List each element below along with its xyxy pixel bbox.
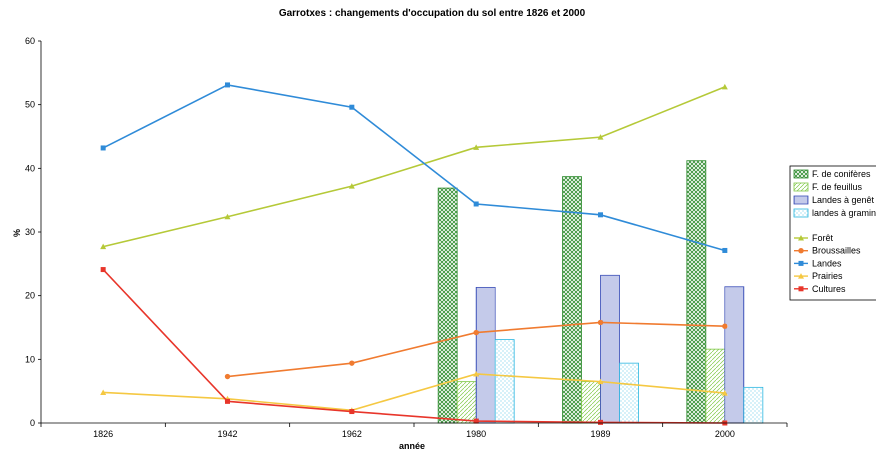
bar-f-de-feuillus-1980 (456, 381, 477, 424)
bar-layer (437, 160, 764, 424)
legend-label: Forêt (812, 233, 834, 243)
legend-label: F. de conifères (812, 169, 871, 179)
point-for-t-2000 (721, 83, 728, 90)
point-broussailles-1980 (473, 329, 479, 336)
point-prairies-2000 (721, 390, 728, 396)
bar-f-de-conif-res-1980 (437, 187, 458, 424)
point-broussailles-1942 (224, 373, 231, 380)
point-for-t-1989 (597, 134, 604, 140)
legend-label: F. de feuillus (812, 182, 863, 192)
point-landes-1826 (100, 145, 106, 151)
legend-marker (798, 235, 804, 241)
point-cultures-1962 (349, 409, 355, 415)
bar-landes-gen-t-1989 (600, 274, 620, 424)
point-landes-1980 (473, 201, 479, 207)
point-broussailles-2000 (722, 323, 728, 329)
point-for-t-1826 (100, 243, 107, 250)
point-landes-2000 (722, 247, 728, 253)
point-cultures-1942 (225, 398, 230, 404)
legend-label: Broussailles (812, 246, 861, 256)
legend-swatch-vertical (793, 195, 809, 205)
legend-swatch-dots (793, 208, 809, 218)
point-cultures-1989 (598, 419, 603, 425)
bar-landes-gen-t-2000 (724, 286, 745, 424)
bar-landes-gramin-es-1980 (494, 339, 515, 424)
point-broussailles-1962 (349, 360, 355, 366)
y-tick-label-0: 0 (30, 418, 35, 428)
y-axis-label: % (12, 229, 22, 237)
legend-label: Cultures (812, 284, 846, 294)
x-tick-label-1962: 1962 (342, 429, 362, 439)
y-tick-label-40: 40 (25, 163, 35, 173)
legend-marker (798, 286, 804, 292)
point-prairies-1989 (597, 378, 604, 385)
axes: 0 10 20 30 40 50 60 1826 1942 1962 1980 1989 2000 (25, 36, 788, 439)
point-cultures-1980 (473, 418, 479, 424)
point-for-t-1942 (224, 213, 231, 220)
y-tick-label-10: 10 (25, 354, 35, 364)
x-tick-label-1942: 1942 (217, 429, 237, 439)
line-landes (102, 84, 726, 252)
y-tick-label-20: 20 (25, 291, 35, 301)
line-cultures (102, 269, 725, 424)
bar-f-de-conif-res-2000 (686, 160, 707, 424)
legend-marker (798, 273, 804, 279)
legend-swatch-diagonal (793, 182, 809, 192)
x-tick-label-1989: 1989 (590, 429, 610, 439)
bar-f-de-feuillus-2000 (705, 348, 726, 424)
legend-label: Landes à genêt (812, 195, 875, 205)
point-broussailles-1989 (597, 319, 604, 326)
x-tick-label-1980: 1980 (466, 429, 486, 439)
point-landes-1962 (349, 104, 355, 110)
bar-f-de-feuillus-1989 (581, 381, 601, 424)
point-landes-1989 (598, 212, 603, 218)
point-prairies-1826 (100, 389, 107, 395)
bar-landes-gramin-es-2000 (743, 386, 764, 424)
legend-label: landes à graminées (812, 208, 876, 218)
x-tick-label-2000: 2000 (715, 429, 735, 439)
legend-marker (798, 260, 804, 266)
bar-landes-gramin-es-1989 (619, 362, 639, 424)
legend-swatch-crosshatch (793, 169, 809, 179)
legend-label: Landes (812, 258, 842, 268)
point-cultures-1826 (100, 267, 106, 273)
x-tick-label-1826: 1826 (93, 429, 113, 439)
line-for-t (102, 86, 726, 248)
legend-marker (798, 248, 804, 254)
y-tick-label-30: 30 (25, 227, 35, 237)
y-tick-label-60: 60 (25, 36, 35, 46)
legend-label: Prairies (812, 271, 843, 281)
line-layer (100, 82, 728, 426)
legend: F. de conifères F. de feuillus Landes à ge… (789, 165, 876, 301)
line-prairies (103, 373, 725, 412)
point-for-t-1962 (348, 183, 355, 189)
bar-landes-gen-t-1980 (475, 286, 496, 424)
chart-title: Garrotxes : changements d'occupation du … (279, 8, 586, 19)
point-for-t-1980 (473, 144, 480, 150)
x-axis-label: année (399, 441, 425, 451)
point-prairies-1980 (473, 370, 480, 377)
y-tick-label-50: 50 (25, 100, 35, 110)
point-landes-1942 (225, 82, 230, 88)
